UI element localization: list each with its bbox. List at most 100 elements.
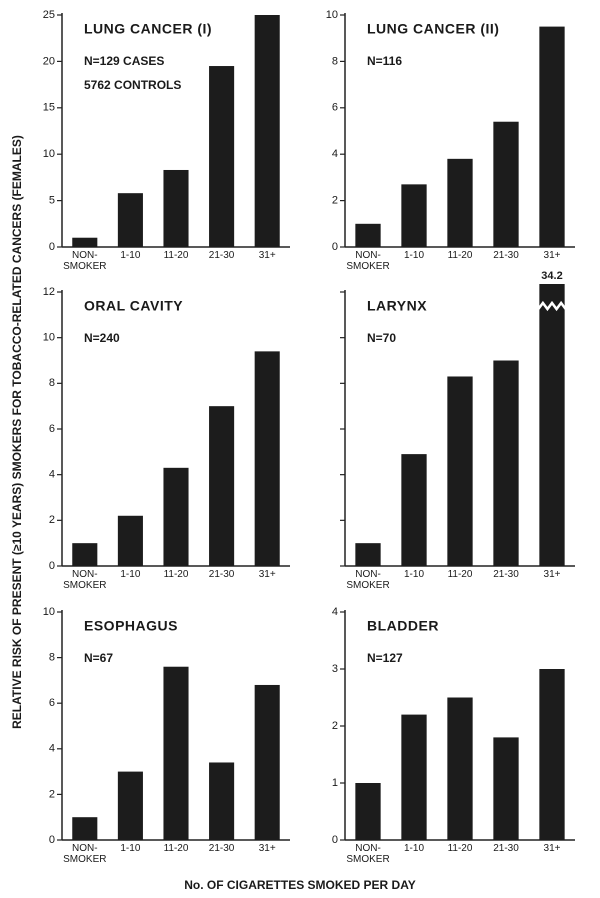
y-tick-label: 0 — [332, 241, 338, 253]
y-tick-label: 2 — [332, 720, 338, 732]
panel-note: N=127 — [367, 651, 403, 665]
x-tick-label-box: 11-20 — [163, 843, 189, 854]
bar — [209, 66, 235, 247]
x-tick-label: 31+ — [543, 250, 561, 261]
bar — [117, 193, 143, 247]
x-tick-label-box: 11-20 — [447, 250, 473, 261]
y-tick-label: 2 — [49, 788, 55, 800]
bar — [447, 697, 473, 840]
x-tick-label: 11-20 — [163, 250, 189, 261]
bar — [493, 737, 519, 840]
x-tick-label: 21-30 — [493, 250, 519, 261]
x-tick-label: 1-10 — [403, 843, 424, 854]
panel-title: ESOPHAGUS — [84, 618, 178, 634]
y-tick-label: 0 — [49, 560, 55, 572]
x-tick-label-box: 11-20 — [447, 569, 473, 580]
x-tick-label-box: 31+ — [258, 843, 276, 854]
x-tick-label: 11-20 — [163, 843, 189, 854]
x-tick-label: 31+ — [543, 569, 561, 580]
bar — [355, 543, 381, 566]
panel-title: LUNG CANCER (I) — [84, 21, 212, 37]
bar — [117, 515, 143, 566]
x-tick-label-box: NON-SMOKER — [346, 843, 390, 865]
x-tick-label: 31+ — [258, 843, 276, 854]
y-tick-label: 0 — [49, 241, 55, 253]
y-tick-label: 10 — [326, 9, 338, 21]
x-tick-label-box: 31+ — [258, 250, 276, 261]
panel-note: N=67 — [84, 651, 113, 665]
panel-note: N=116 — [367, 54, 402, 68]
bar — [493, 360, 519, 566]
bar — [401, 454, 427, 566]
x-tick-label: NON-SMOKER — [346, 569, 390, 591]
bar — [447, 158, 473, 247]
panel-title: LUNG CANCER (II) — [367, 21, 499, 37]
x-tick-label: 21-30 — [493, 569, 519, 580]
panel-title: LARYNX — [367, 298, 427, 314]
x-tick-label: 21-30 — [493, 843, 519, 854]
bar — [355, 223, 381, 247]
x-tick-label: NON-SMOKER — [346, 843, 390, 865]
x-tick-label: 31+ — [258, 250, 276, 261]
y-tick-label: 12 — [43, 286, 55, 298]
bar — [72, 237, 98, 247]
y-axis-label: RELATIVE RISK OF PRESENT (≥10 YEARS) SMO… — [10, 135, 24, 729]
x-tick-label: 11-20 — [163, 569, 189, 580]
x-tick-label: NON-SMOKER — [63, 250, 107, 272]
x-tick-label-box: 21-30 — [209, 569, 235, 580]
bar — [539, 284, 565, 566]
y-tick-label: 10 — [43, 148, 55, 160]
x-tick-label: 11-20 — [447, 250, 473, 261]
panel-note: N=240 — [84, 331, 120, 345]
x-tick-label-box: NON-SMOKER — [63, 250, 107, 272]
x-tick-label-box: 21-30 — [493, 569, 519, 580]
x-tick-label-box: 1-10 — [403, 843, 424, 854]
bar — [401, 184, 427, 247]
bar — [209, 406, 235, 566]
y-tick-label: 10 — [43, 606, 55, 618]
x-tick-label: 31+ — [543, 843, 561, 854]
y-tick-label: 10 — [43, 332, 55, 344]
y-tick-label: 2 — [332, 195, 338, 207]
y-tick-label: 4 — [49, 743, 55, 755]
x-tick-label: 31+ — [258, 569, 276, 580]
x-tick-label: NON-SMOKER — [63, 843, 107, 865]
bar — [401, 714, 427, 840]
panel-note: N=129 CASES — [84, 54, 164, 68]
x-tick-label: 11-20 — [447, 843, 473, 854]
x-axis-label: No. OF CIGARETTES SMOKED PER DAY — [184, 878, 416, 892]
bar — [209, 762, 235, 840]
bar — [254, 684, 280, 840]
bar — [254, 351, 280, 566]
x-tick-label-box: NON-SMOKER — [346, 250, 390, 272]
x-tick-label-box: 21-30 — [208, 250, 235, 261]
bar — [539, 669, 565, 840]
bar — [254, 15, 280, 247]
x-tick-label-box: 11-20 — [163, 250, 189, 261]
x-tick-label-box: 31+ — [543, 843, 561, 854]
x-tick-label-box: 11-20 — [447, 843, 473, 854]
x-tick-label: 11-20 — [447, 569, 473, 580]
x-tick-label: 21-30 — [208, 250, 235, 261]
x-tick-label-box: 21-30 — [209, 843, 235, 854]
x-tick-label: 1-10 — [120, 843, 141, 854]
x-tick-label-box: 21-30 — [493, 250, 519, 261]
x-tick-label: NON-SMOKER — [346, 250, 390, 272]
y-tick-label: 4 — [332, 606, 338, 618]
x-tick-label: NON-SMOKER — [63, 569, 107, 591]
x-tick-label-box: 31+ — [543, 250, 561, 261]
y-tick-label: 8 — [332, 55, 338, 67]
panel-note: N=70 — [367, 331, 396, 345]
x-tick-label: 1-10 — [120, 569, 141, 580]
y-tick-label: 2 — [49, 514, 55, 526]
x-tick-label-box: 1-10 — [120, 250, 140, 261]
panel-title: BLADDER — [367, 618, 439, 634]
x-tick-label-box: NON-SMOKER — [63, 569, 107, 591]
x-tick-label-box: NON-SMOKER — [346, 569, 390, 591]
value-label: 34.2 — [541, 270, 562, 282]
x-tick-label-box: 1-10 — [404, 250, 424, 261]
y-tick-label: 5 — [49, 195, 55, 207]
bar — [72, 543, 98, 566]
